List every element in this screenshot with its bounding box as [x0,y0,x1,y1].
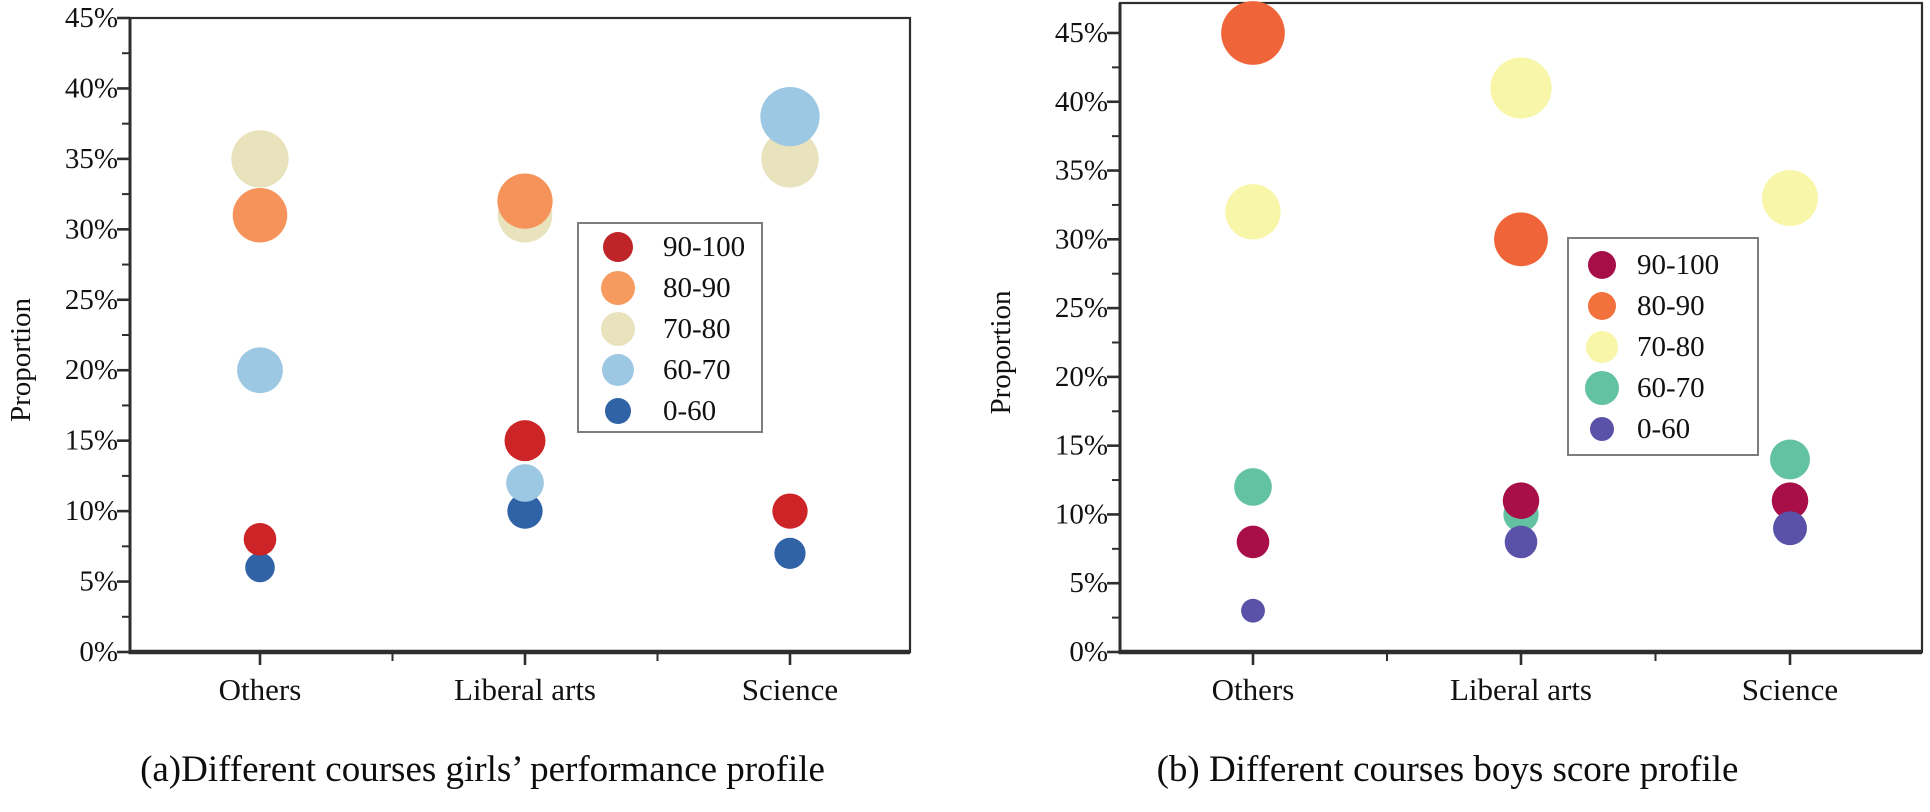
bubble-0-60-others [1241,598,1265,623]
legend-swatch-icon [1586,331,1618,363]
y-tick-label: 35% [65,143,118,175]
bubble-0-60-liberal-arts [1504,525,1538,559]
legend-label: 80-90 [1637,290,1705,322]
y-tick-label: 20% [65,354,118,386]
legend-label: 80-90 [663,272,731,304]
y-axis-title: Proportion [5,297,37,422]
bubble-70-80-liberal-arts [1490,57,1552,119]
legend-swatch-icon [605,398,631,424]
bubble-90-100-science [1771,482,1809,519]
legend-swatch-icon [1585,371,1619,405]
legend-label: 0-60 [1637,413,1690,445]
bubble-chart-boys: 0% 5% 10% 15% 20% 25% 30% 35% 40% 45% Others Libera… [985,1,1924,707]
bubble-60-70-science [1770,439,1810,480]
legend-swatch-icon [601,312,635,346]
y-tick-label: 0% [1069,636,1108,668]
bubble-70-80-science [761,130,819,188]
bubble-90-100-liberal-arts [504,420,546,462]
y-tick-label: 40% [65,72,118,104]
y-tick-label: 15% [1055,430,1108,462]
chart-a-caption: (a)Different courses girls’ performance … [140,749,825,790]
legend-swatch-icon [1588,251,1616,279]
x-category-label: Science [1742,672,1838,707]
bubble-60-70-others [1234,468,1272,506]
y-tick-label: 5% [79,566,118,598]
x-category-label: Others [1212,672,1295,707]
y-tick-label: 10% [65,495,118,527]
chart-b-caption: (b) Different courses boys score profile [1156,749,1739,790]
bubble-80-90-liberal-arts [497,173,553,229]
bubble-80-90-others [232,187,288,243]
y-tick-label: 45% [1055,17,1108,49]
legend-swatch-icon [602,354,634,386]
bubble-chart-girls: 0% 5% 10% 15% 20% 25% 30% 35% 40% 45% Others Libera… [5,2,912,707]
bubble-70-80-science [1762,170,1818,227]
y-tick-label: 35% [1055,155,1108,187]
legend-label: 90-100 [1637,249,1719,281]
legend-swatch-icon [1588,292,1616,320]
y-tick-label: 25% [65,284,118,316]
y-tick-label: 15% [65,425,118,457]
y-tick-label: 40% [1055,86,1108,118]
legend-swatch-icon [603,232,633,262]
bubble-60-70-liberal-arts [506,464,544,502]
legend-label: 70-80 [1637,331,1705,363]
legend-swatch-icon [1590,417,1614,441]
y-tick-label: 45% [65,2,118,34]
bubble-70-80-others [1225,184,1281,240]
bubble-90-100-liberal-arts [1502,482,1540,519]
bubble-90-100-science [772,493,808,529]
x-category-label: Science [742,672,838,707]
bubble-0-60-science [774,537,806,569]
y-tick-label: 10% [1055,498,1108,530]
y-tick-label: 30% [65,213,118,245]
y-axis-title: Proportion [985,290,1017,415]
y-tick-label: 25% [1055,292,1108,324]
y-tick-label: 0% [79,636,118,668]
x-category-label: Others [219,672,302,707]
legend-label: 60-70 [663,354,731,386]
legend-swatch-icon [601,271,635,305]
bubble-90-100-others [243,522,277,556]
legend-label: 70-80 [663,313,731,345]
legend-label: 90-100 [663,231,745,263]
x-category-label: Liberal arts [1450,672,1592,707]
bubble-0-60-others [245,552,275,583]
legend-label: 0-60 [663,395,716,427]
x-category-label: Liberal arts [454,672,596,707]
y-tick-label: 5% [1069,567,1108,599]
bubble-80-90-others [1221,1,1285,65]
bubble-60-70-others [237,347,283,394]
bubble-90-100-others [1236,525,1270,559]
y-tick-label: 20% [1055,361,1108,393]
y-tick-label: 30% [1055,223,1108,255]
bubble-0-60-liberal-arts [507,493,543,529]
legend-label: 60-70 [1637,372,1705,404]
bubble-80-90-liberal-arts [1494,212,1548,267]
bubble-0-60-science [1773,511,1807,546]
bubble-60-70-science [760,86,820,147]
bubble-70-80-others [231,130,289,188]
